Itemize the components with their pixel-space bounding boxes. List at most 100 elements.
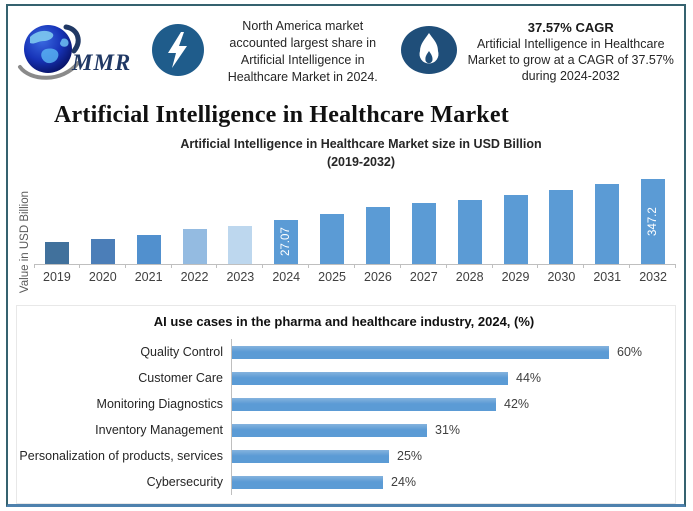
axis-tick [124,264,126,269]
axis-tick [675,264,677,269]
use-cases-chart: AI use cases in the pharma and healthcar… [16,305,676,504]
axis-tick [399,264,401,269]
axis-tick [216,264,218,269]
bar-slot-2026 [355,207,401,269]
x-axis-label-2021: 2021 [134,270,163,285]
x-axis-label-2023: 2023 [226,270,255,285]
axis-tick [445,264,447,269]
bar-slot-2027 [401,203,447,269]
x-axis-label-2032: 2032 [639,270,667,285]
x-axis-label-2025: 2025 [318,270,346,285]
axis-tick [583,264,585,269]
lightning-icon [151,23,205,82]
market-size-chart-title: Artificial Intelligence in Healthcare Ma… [46,135,676,171]
use-case-row: Customer Care 44% [19,365,669,392]
chart1-title-line1: Artificial Intelligence in Healthcare Ma… [180,137,542,151]
bar-2026 [365,207,390,265]
chart1-plot-area: 27.07 347.2 2019 2020 2021 2022 2023 2024 2025 2… [34,173,677,293]
cagr-description: Artificial Intelligence in Healthcare Ma… [467,36,674,84]
use-case-label: Cybersecurity [146,475,223,490]
bar-2021 [136,235,161,265]
use-case-label: Inventory Management [95,423,223,438]
bar-2025 [320,214,345,265]
market-size-chart: Artificial Intelligence in Healthcare Ma… [16,135,677,294]
axis-tick [354,264,356,269]
bar-slot-2029 [493,195,539,269]
use-case-bar [232,423,427,437]
x-axis-label-2026: 2026 [364,270,392,285]
x-axis-label-2022: 2022 [180,270,209,285]
use-case-row: Cybersecurity 24% [19,469,669,496]
x-axis-label-2020: 2020 [88,270,117,285]
bar-2023 [228,226,253,265]
axis-tick [537,264,539,269]
use-cases-rows: Quality Control 60% Customer Care 44% Monito… [19,339,669,496]
use-case-bar [232,397,496,411]
page-title: Artificial Intelligence in Healthcare Ma… [54,102,509,128]
use-case-bar [232,449,389,463]
axis-tick [308,264,310,269]
chart1-y-axis-label: Value in USD Billion [19,191,31,294]
infographic-frame: MMR North America market accounted large… [6,4,686,507]
header: MMR North America market accounted large… [16,12,676,92]
bar-2019 [44,242,69,265]
bar-2020 [90,239,115,265]
use-case-bar [232,475,383,489]
bar-slot-2019 [34,242,80,269]
use-case-label: Quality Control [140,345,223,360]
axis-tick [262,264,264,269]
bar-2029 [503,195,528,265]
use-case-bar [232,345,609,359]
use-case-track: 25% [231,443,669,470]
cagr-value: 37.57% CAGR [527,19,614,35]
mmr-logo: MMR [16,19,144,85]
use-case-row: Monitoring Diagnostics 42% [19,391,669,418]
bar-slot-2020 [80,239,126,269]
use-case-label: Customer Care [138,371,223,386]
axis-tick [34,264,35,269]
bar-slot-2031 [584,184,631,269]
bar-slot-2022 [172,229,218,269]
use-case-value-label: 24% [391,475,417,490]
chart1-title-line2: (2019-2032) [326,155,396,170]
axis-tick [491,264,493,269]
axis-tick [78,264,80,269]
use-case-value-label: 25% [397,449,423,464]
use-case-label: Personalization of products, services [19,449,223,464]
axis-tick [629,264,631,269]
bar-2024: 27.07 [274,220,299,265]
bar-2028 [457,200,482,265]
use-case-value-label: 31% [435,423,461,438]
use-case-track: 60% [231,339,669,366]
bar-2032: 347.2 [641,179,666,265]
chart1-bars: 27.07 347.2 [34,173,677,269]
bar-value-label-2024: 27.07 [280,227,293,257]
use-case-track: 42% [231,391,669,418]
use-case-row: Quality Control 60% [19,339,669,366]
bar-value-label-2032: 347.2 [647,207,660,237]
bar-slot-2021 [126,235,172,269]
bar-2022 [182,229,207,265]
axis-tick [170,264,172,269]
use-case-track: 44% [231,365,669,392]
use-case-row: Inventory Management 31% [19,417,669,444]
bar-slot-2028 [447,200,493,269]
chart1-x-axis-labels: 2019 2020 2021 2022 2023 2024 2025 2026 2027 2028… [34,265,676,284]
x-axis-label-2028: 2028 [455,270,484,285]
x-axis-label-2031: 2031 [593,270,622,285]
use-case-row: Personalization of products, services 25% [19,443,669,470]
use-cases-chart-title: AI use cases in the pharma and healthcar… [153,314,535,330]
cagr-callout: 37.57% CAGR Artificial Intelligence in H… [465,20,676,85]
use-case-track: 31% [231,417,669,444]
north-america-callout-text: North America market accounted largest s… [227,19,378,84]
bar-slot-2030 [538,190,585,269]
x-axis-label-2029: 2029 [501,270,530,285]
use-case-label: Monitoring Diagnostics [96,397,223,412]
use-case-bar [232,371,508,385]
flame-icon [400,25,458,80]
use-case-track: 24% [231,469,669,496]
bar-slot-2024: 27.07 [263,220,310,269]
globe-icon [16,19,88,85]
bar-slot-2032: 347.2 [630,179,677,269]
use-case-value-label: 42% [504,397,530,412]
